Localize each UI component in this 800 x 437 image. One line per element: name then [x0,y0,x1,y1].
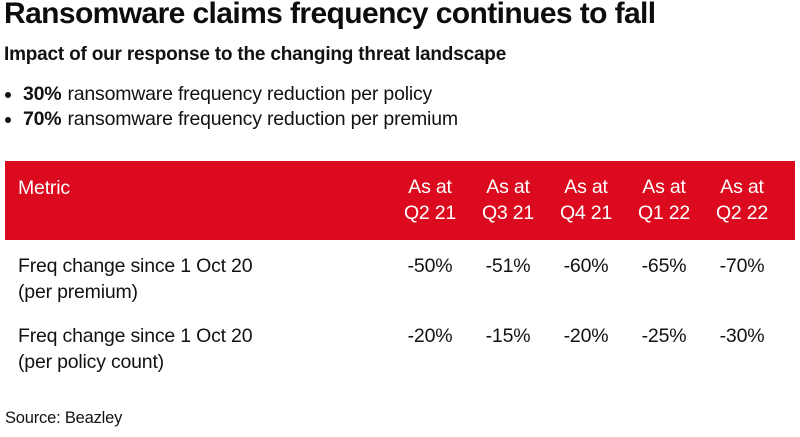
cell-value: -60% [563,255,609,277]
column-header-line2: Q3 21 [481,202,535,224]
column-header-line2: Q4 21 [559,202,613,224]
column-header-line2: Q2 22 [715,202,769,224]
bullet-text: ransomware frequency reduction per premi… [67,108,458,130]
cell-value: -50% [407,255,453,277]
row-label-line1: Freq change since 1 Oct 20 [18,325,253,347]
page-title: Ransomware claims frequency continues to… [4,0,656,30]
bullet-value: 70% [23,108,62,130]
column-headers: As at Q2 21 As at Q3 21 As at Q4 21 As a… [391,174,781,226]
column-header-line2: Q1 22 [637,202,691,224]
cell-value: -25% [641,325,687,347]
cell-value: -20% [407,325,453,347]
row-label-line2: (per policy count) [18,350,164,373]
column-header-metric: Metric [18,177,70,199]
column-header-line1: As at [564,176,608,198]
bullet-icon [5,117,11,123]
cell-value: -15% [485,325,531,347]
cell-value: -30% [719,325,765,347]
column-header-q1-22: As at Q1 22 [625,174,703,226]
bullet-list: 30% ransomware frequency reduction per po… [4,82,458,132]
column-header-line1: As at [642,176,686,198]
column-header-line1: As at [486,176,530,198]
bullet-text: ransomware frequency reduction per polic… [67,83,433,105]
column-header-q2-21: As at Q2 21 [391,174,469,226]
bullet-item: 30% ransomware frequency reduction per po… [4,82,458,107]
row-label: Freq change since 1 Oct 20 (per premium) [18,254,253,305]
cell-value: -51% [485,255,531,277]
cell-value: -20% [563,325,609,347]
column-header-q4-21: As at Q4 21 [547,174,625,226]
cell-value: -65% [641,255,687,277]
bullet-value: 30% [23,83,62,105]
column-header-line2: Q2 21 [403,202,457,224]
row-label-line2: (per premium) [18,280,138,303]
subtitle: Impact of our response to the changing t… [4,44,507,65]
row-values: -50% -51% -60% -65% -70% [391,254,781,280]
column-header-q3-21: As at Q3 21 [469,174,547,226]
column-header-q2-22: As at Q2 22 [703,174,781,226]
row-values: -20% -15% -20% -25% -30% [391,324,781,350]
row-label-line1: Freq change since 1 Oct 20 [18,255,253,277]
table-header: Metric As at Q2 21 As at Q3 21 As at Q4 … [5,161,795,240]
column-header-line1: As at [720,176,764,198]
bullet-item: 70% ransomware frequency reduction per pr… [4,107,458,132]
source-note: Source: Beazley [5,409,123,427]
row-label: Freq change since 1 Oct 20 (per policy c… [18,324,253,375]
column-header-line1: As at [408,176,452,198]
bullet-icon [5,92,11,98]
cell-value: -70% [719,255,765,277]
